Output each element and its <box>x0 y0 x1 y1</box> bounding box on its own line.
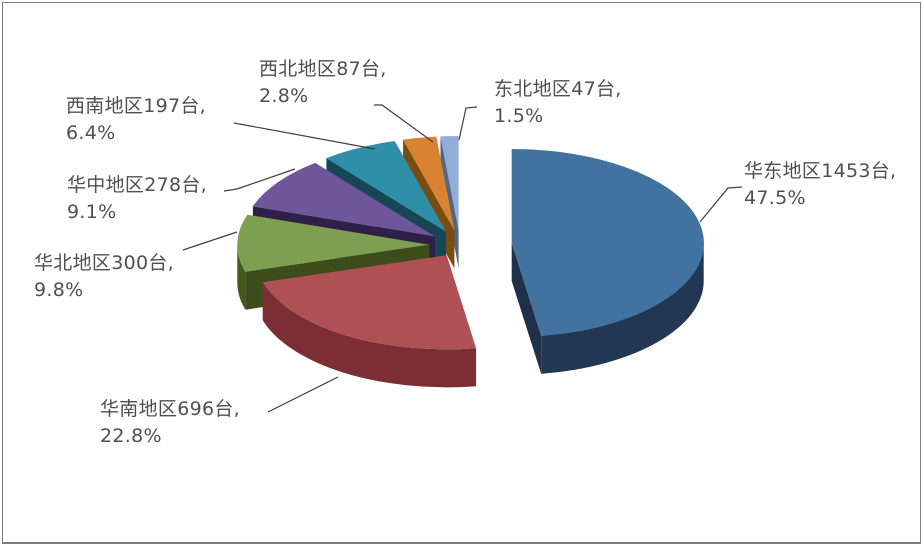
callout-huadong-line2: 47.5% <box>744 187 806 209</box>
callout-xinan-line2: 6.4% <box>66 122 116 144</box>
slice-top-4 <box>326 141 446 232</box>
slice-top-2 <box>237 214 430 272</box>
slice-rim-side-0 <box>541 243 704 374</box>
callout-huabei-line2: 9.8% <box>34 279 84 301</box>
leader-line-4 <box>233 122 376 150</box>
callout-huadong-line1: 华东地区1453台, <box>744 160 897 182</box>
slice-top-6 <box>440 135 459 230</box>
callout-huabei-line1: 华北地区300台, <box>34 252 175 274</box>
slice-top-1 <box>262 255 477 350</box>
slice-top-3 <box>252 162 435 237</box>
callout-huadong: 华东地区1453台, 47.5% <box>744 158 896 212</box>
callout-dongbei-line1: 东北地区47台, <box>494 78 622 100</box>
leader-line-0 <box>699 186 743 223</box>
callout-huanan-line2: 22.8% <box>100 425 162 447</box>
callout-xibei-line1: 西北地区87台, <box>259 58 387 80</box>
callout-xinan-line1: 西南地区197台, <box>66 95 207 117</box>
callout-huabei: 华北地区300台, 9.8% <box>34 250 174 304</box>
slice-top-5 <box>403 136 455 231</box>
slice-rim-side-2 <box>237 244 246 310</box>
callout-huazhong: 华中地区278台, 9.1% <box>67 172 207 226</box>
callout-huazhong-line1: 华中地区278台, <box>67 174 208 196</box>
callout-xibei: 西北地区87台, 2.8% <box>259 56 387 110</box>
slice-cut-face-0 <box>511 243 542 374</box>
callout-dongbei-line2: 1.5% <box>494 105 544 127</box>
callout-dongbei: 东北地区47台, 1.5% <box>494 76 622 130</box>
callout-xibei-line2: 2.8% <box>259 85 309 107</box>
leader-line-5 <box>374 104 434 143</box>
callout-xinan: 西南地区197台, 6.4% <box>66 93 206 147</box>
leader-line-2 <box>182 231 238 251</box>
callout-huazhong-line2: 9.1% <box>67 201 117 223</box>
leader-line-6 <box>458 106 478 141</box>
callout-huanan-line1: 华南地区696台, <box>100 398 241 420</box>
leader-line-3 <box>223 168 296 192</box>
slice-top-0 <box>511 148 704 336</box>
callout-huanan: 华南地区696台, 22.8% <box>100 396 240 450</box>
slice-rim-side-1 <box>262 282 477 388</box>
leader-line-1 <box>267 376 339 413</box>
